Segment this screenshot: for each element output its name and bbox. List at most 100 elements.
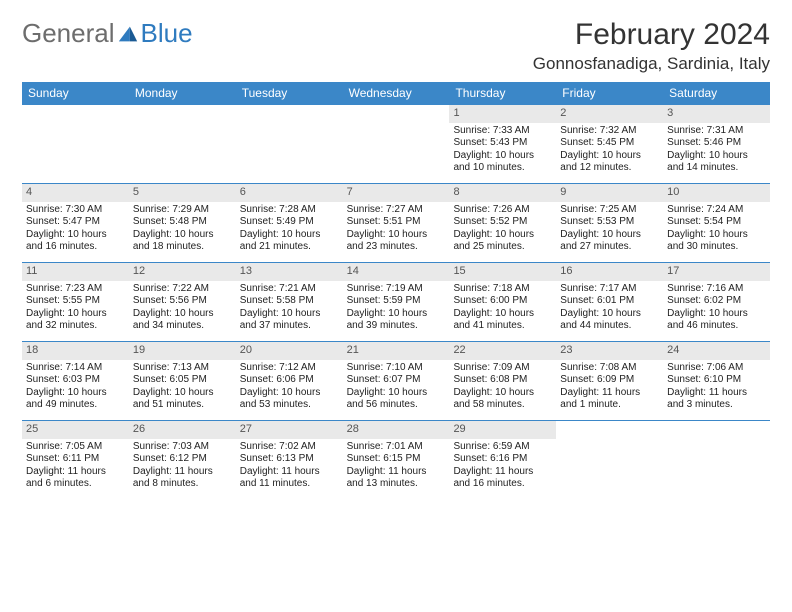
day-cell: 3 Sunrise: 7:31 AMSunset: 5:46 PMDaylight… (663, 105, 770, 183)
day-header-cell: Monday (129, 82, 236, 104)
sunrise-text: Sunrise: 7:18 AM (453, 283, 552, 296)
day-cell: 7 Sunrise: 7:27 AMSunset: 5:51 PMDaylight… (343, 184, 450, 262)
day-number: 2 (556, 105, 663, 123)
week-row: 25Sunrise: 7:05 AMSunset: 6:11 PMDayligh… (22, 420, 770, 499)
day-cell: 17Sunrise: 7:16 AMSunset: 6:02 PMDayligh… (663, 263, 770, 341)
day-cell: 23Sunrise: 7:08 AMSunset: 6:09 PMDayligh… (556, 342, 663, 420)
day-number: 7 (343, 184, 450, 202)
daylight-text: Daylight: 10 hours and 41 minutes. (453, 308, 552, 333)
sunset-text: Sunset: 5:53 PM (560, 216, 659, 229)
day-details: Sunrise: 7:19 AMSunset: 5:59 PMDaylight:… (347, 283, 446, 333)
day-cell: 29Sunrise: 6:59 AMSunset: 6:16 PMDayligh… (449, 421, 556, 499)
sunrise-text: Sunrise: 7:22 AM (133, 283, 232, 296)
sunset-text: Sunset: 6:00 PM (453, 295, 552, 308)
sunset-text: Sunset: 5:52 PM (453, 216, 552, 229)
day-cell: 16 Sunrise: 7:17 AMSunset: 6:01 PMDayligh… (556, 263, 663, 341)
daylight-text: Daylight: 11 hours and 11 minutes. (240, 466, 339, 491)
sunrise-text: Sunrise: 7:28 AM (240, 204, 339, 217)
day-details: Sunrise: 7:22 AMSunset: 5:56 PMDaylight:… (133, 283, 232, 333)
daylight-text: Daylight: 10 hours and 34 minutes. (133, 308, 232, 333)
day-details: Sunrise: 6:59 AMSunset: 6:16 PMDaylight:… (453, 441, 552, 491)
day-number: 25 (22, 421, 129, 439)
day-header-cell: Wednesday (343, 82, 450, 104)
daylight-text: Daylight: 10 hours and 16 minutes. (26, 229, 125, 254)
daylight-text: Daylight: 10 hours and 44 minutes. (560, 308, 659, 333)
day-cell: 1Sunrise: 7:33 AMSunset: 5:43 PMDaylight… (449, 105, 556, 183)
daylight-text: Daylight: 10 hours and 51 minutes. (133, 387, 232, 412)
month-title: February 2024 (533, 18, 770, 52)
sunrise-text: Sunrise: 7:27 AM (347, 204, 446, 217)
day-cell: 25Sunrise: 7:05 AMSunset: 6:11 PMDayligh… (22, 421, 129, 499)
day-details: Sunrise: 7:24 AMSunset: 5:54 PMDaylight:… (667, 204, 766, 254)
day-header-cell: Saturday (663, 82, 770, 104)
sunset-text: Sunset: 6:03 PM (26, 374, 125, 387)
sunrise-text: Sunrise: 7:33 AM (453, 125, 552, 138)
daylight-text: Daylight: 10 hours and 10 minutes. (453, 150, 552, 175)
day-cell: 5 Sunrise: 7:29 AMSunset: 5:48 PMDaylight… (129, 184, 236, 262)
daylight-text: Daylight: 10 hours and 32 minutes. (26, 308, 125, 333)
day-cell (22, 105, 129, 183)
logo: General Blue (22, 18, 193, 49)
day-cell: 24Sunrise: 7:06 AMSunset: 6:10 PMDayligh… (663, 342, 770, 420)
day-details: Sunrise: 7:31 AMSunset: 5:46 PMDaylight:… (667, 125, 766, 175)
day-number: 12 (129, 263, 236, 281)
day-number: 17 (663, 263, 770, 281)
logo-text-1: General (22, 18, 115, 49)
sunset-text: Sunset: 6:01 PM (560, 295, 659, 308)
day-header-cell: Tuesday (236, 82, 343, 104)
sunrise-text: Sunrise: 7:03 AM (133, 441, 232, 454)
day-number: 28 (343, 421, 450, 439)
day-header-row: SundayMondayTuesdayWednesdayThursdayFrid… (22, 82, 770, 104)
day-details: Sunrise: 7:13 AMSunset: 6:05 PMDaylight:… (133, 362, 232, 412)
sunset-text: Sunset: 6:02 PM (667, 295, 766, 308)
sunset-text: Sunset: 5:58 PM (240, 295, 339, 308)
day-cell: 26Sunrise: 7:03 AMSunset: 6:12 PMDayligh… (129, 421, 236, 499)
day-number: 3 (663, 105, 770, 123)
sunset-text: Sunset: 6:05 PM (133, 374, 232, 387)
location-text: Gonnosfanadiga, Sardinia, Italy (533, 54, 770, 74)
day-cell (129, 105, 236, 183)
sunset-text: Sunset: 5:59 PM (347, 295, 446, 308)
day-cell: 18Sunrise: 7:14 AMSunset: 6:03 PMDayligh… (22, 342, 129, 420)
sunrise-text: Sunrise: 7:17 AM (560, 283, 659, 296)
day-details: Sunrise: 7:09 AMSunset: 6:08 PMDaylight:… (453, 362, 552, 412)
sunrise-text: Sunrise: 7:13 AM (133, 362, 232, 375)
day-details: Sunrise: 7:12 AMSunset: 6:06 PMDaylight:… (240, 362, 339, 412)
day-number: 23 (556, 342, 663, 360)
day-number: 16 (556, 263, 663, 281)
sunrise-text: Sunrise: 7:23 AM (26, 283, 125, 296)
day-number: 18 (22, 342, 129, 360)
daylight-text: Daylight: 10 hours and 30 minutes. (667, 229, 766, 254)
sunset-text: Sunset: 5:47 PM (26, 216, 125, 229)
sunrise-text: Sunrise: 7:24 AM (667, 204, 766, 217)
daylight-text: Daylight: 10 hours and 46 minutes. (667, 308, 766, 333)
day-header-cell: Thursday (449, 82, 556, 104)
day-details: Sunrise: 7:23 AMSunset: 5:55 PMDaylight:… (26, 283, 125, 333)
day-number: 24 (663, 342, 770, 360)
sunrise-text: Sunrise: 7:29 AM (133, 204, 232, 217)
sunrise-text: Sunrise: 7:26 AM (453, 204, 552, 217)
daylight-text: Daylight: 10 hours and 27 minutes. (560, 229, 659, 254)
day-number: 4 (22, 184, 129, 202)
day-number: 9 (556, 184, 663, 202)
sunrise-text: Sunrise: 7:19 AM (347, 283, 446, 296)
title-block: February 2024 Gonnosfanadiga, Sardinia, … (533, 18, 770, 74)
sunset-text: Sunset: 6:10 PM (667, 374, 766, 387)
day-number: 5 (129, 184, 236, 202)
daylight-text: Daylight: 10 hours and 37 minutes. (240, 308, 339, 333)
sunrise-text: Sunrise: 7:14 AM (26, 362, 125, 375)
daylight-text: Daylight: 10 hours and 23 minutes. (347, 229, 446, 254)
day-cell: 21Sunrise: 7:10 AMSunset: 6:07 PMDayligh… (343, 342, 450, 420)
week-row: 4 Sunrise: 7:30 AMSunset: 5:47 PMDaylight… (22, 183, 770, 262)
sunrise-text: Sunrise: 7:31 AM (667, 125, 766, 138)
sunrise-text: Sunrise: 7:12 AM (240, 362, 339, 375)
week-row: 11Sunrise: 7:23 AMSunset: 5:55 PMDayligh… (22, 262, 770, 341)
calendar: SundayMondayTuesdayWednesdayThursdayFrid… (22, 82, 770, 499)
day-details: Sunrise: 7:27 AMSunset: 5:51 PMDaylight:… (347, 204, 446, 254)
day-details: Sunrise: 7:18 AMSunset: 6:00 PMDaylight:… (453, 283, 552, 333)
day-cell: 6Sunrise: 7:28 AMSunset: 5:49 PMDaylight… (236, 184, 343, 262)
sunset-text: Sunset: 6:16 PM (453, 453, 552, 466)
day-cell: 14Sunrise: 7:19 AMSunset: 5:59 PMDayligh… (343, 263, 450, 341)
day-details: Sunrise: 7:30 AMSunset: 5:47 PMDaylight:… (26, 204, 125, 254)
day-details: Sunrise: 7:29 AMSunset: 5:48 PMDaylight:… (133, 204, 232, 254)
